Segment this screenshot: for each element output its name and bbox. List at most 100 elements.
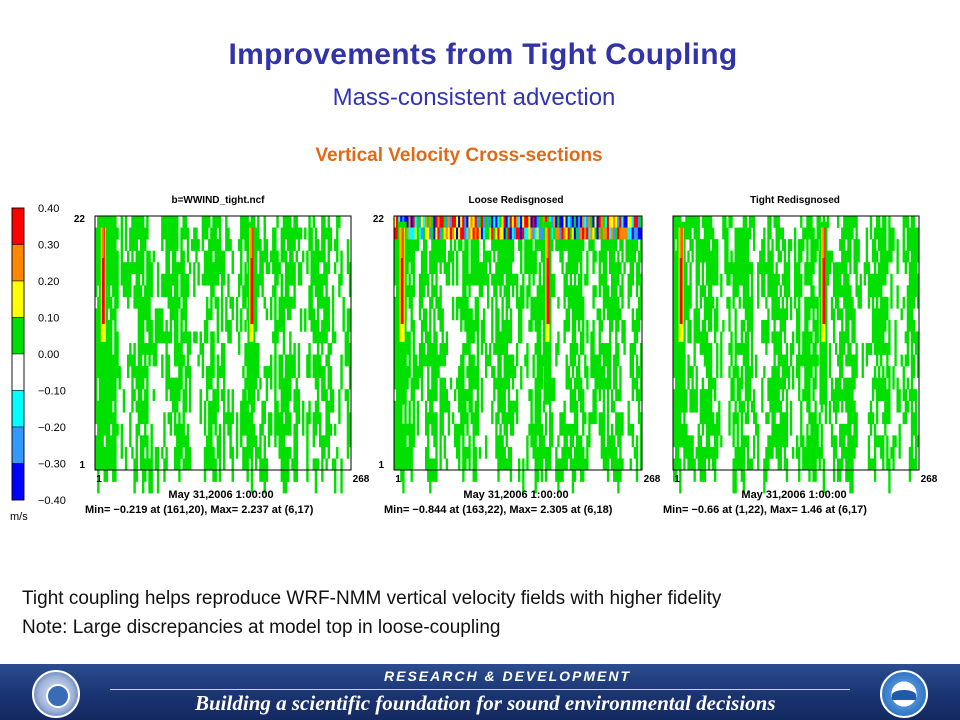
heat-cell xyxy=(775,389,778,413)
heat-cell xyxy=(425,354,428,367)
heat-cell xyxy=(505,354,508,378)
heat-cell xyxy=(867,273,871,309)
heat-cell xyxy=(839,308,842,321)
heat-cell xyxy=(316,400,320,413)
heat-cell xyxy=(746,227,750,251)
heat-cell xyxy=(325,273,328,298)
heat-cell xyxy=(720,273,723,298)
heat-cell xyxy=(615,296,618,332)
heat-cell xyxy=(716,296,719,332)
heat-cell xyxy=(458,227,461,240)
heat-cell xyxy=(687,216,690,240)
heat-cell xyxy=(242,389,245,413)
heat-cell xyxy=(141,331,145,355)
heat-cell xyxy=(549,423,552,436)
heat-cell xyxy=(575,250,579,275)
heat-cell xyxy=(280,377,284,402)
heat-cell xyxy=(832,285,836,298)
heat-cell xyxy=(135,366,138,390)
heat-cell xyxy=(497,216,500,228)
heat-cell xyxy=(176,423,179,448)
heat-cell xyxy=(621,458,624,471)
heat-cell xyxy=(325,458,328,471)
heat-cell xyxy=(728,400,731,436)
heat-cell xyxy=(705,250,709,286)
heat-cell xyxy=(882,319,885,355)
heat-cell xyxy=(476,366,480,402)
heat-cell xyxy=(139,435,143,471)
heat-cell xyxy=(577,273,581,298)
heat-cell xyxy=(763,366,766,378)
heat-cell xyxy=(282,435,286,448)
heat-cell xyxy=(586,319,589,344)
heat-cell xyxy=(503,319,506,355)
heat-cell xyxy=(613,377,616,390)
heat-cell xyxy=(806,239,809,251)
heat-cell xyxy=(250,412,254,436)
heat-cell xyxy=(414,216,418,228)
heat-cell xyxy=(489,343,492,367)
heat-cell xyxy=(274,227,277,251)
heat-cell xyxy=(321,227,324,263)
heat-cell xyxy=(188,366,192,390)
heat-cell xyxy=(635,435,639,448)
heat-cell xyxy=(594,227,597,240)
heat-cell xyxy=(538,319,542,355)
heat-cell xyxy=(445,389,449,413)
heat-cell xyxy=(619,262,622,275)
heat-cell xyxy=(487,227,490,240)
heat-cell xyxy=(489,227,492,240)
heat-cell xyxy=(582,216,585,228)
heat-cell xyxy=(582,446,585,482)
heat-cell xyxy=(244,377,247,390)
heat-cell xyxy=(422,319,426,332)
heat-cell xyxy=(244,227,247,251)
heat-cell xyxy=(573,250,577,275)
heat-cell xyxy=(841,389,844,413)
heat-cell xyxy=(306,446,309,482)
heat-cell xyxy=(604,273,608,309)
heat-cell xyxy=(257,216,260,251)
heat-cell xyxy=(841,458,844,471)
heat-cell xyxy=(598,250,601,275)
heat-cell xyxy=(869,216,873,228)
heat-cell xyxy=(242,412,245,436)
heat-cell xyxy=(673,216,676,228)
heat-cell xyxy=(839,366,842,402)
heat-cell xyxy=(804,227,807,240)
heat-cell xyxy=(284,412,288,425)
heat-cell xyxy=(408,273,411,309)
heat-cell xyxy=(800,412,803,448)
heat-cell xyxy=(714,423,717,448)
heat-cell xyxy=(621,227,624,263)
heat-cell xyxy=(503,389,506,413)
heat-cell xyxy=(611,216,614,228)
heat-cell xyxy=(95,331,98,344)
heat-cell xyxy=(791,446,795,459)
heat-cell xyxy=(420,227,424,240)
heat-cell xyxy=(235,296,239,332)
heat-cell xyxy=(775,366,778,390)
heat-cell xyxy=(511,354,515,390)
heat-cell xyxy=(814,354,817,390)
heat-cell xyxy=(847,216,850,240)
heat-cell xyxy=(841,343,844,355)
heat-cell xyxy=(598,343,601,378)
heat-cell xyxy=(779,308,782,332)
heat-cell xyxy=(184,319,188,344)
heat-cell xyxy=(156,458,160,494)
heat-cell xyxy=(495,262,498,286)
plot-frame xyxy=(393,215,643,471)
heat-cell xyxy=(689,389,692,413)
heat-cell xyxy=(476,343,480,367)
heat-cell xyxy=(916,285,920,309)
heat-cell xyxy=(536,400,539,436)
heat-cell xyxy=(707,446,711,471)
heat-cell xyxy=(205,458,209,471)
heat-cell xyxy=(878,216,881,251)
heat-cell xyxy=(914,262,918,298)
heat-cell xyxy=(522,273,525,309)
heat-cell xyxy=(460,400,463,436)
heat-cell xyxy=(291,458,294,471)
heat-cell xyxy=(851,319,854,344)
